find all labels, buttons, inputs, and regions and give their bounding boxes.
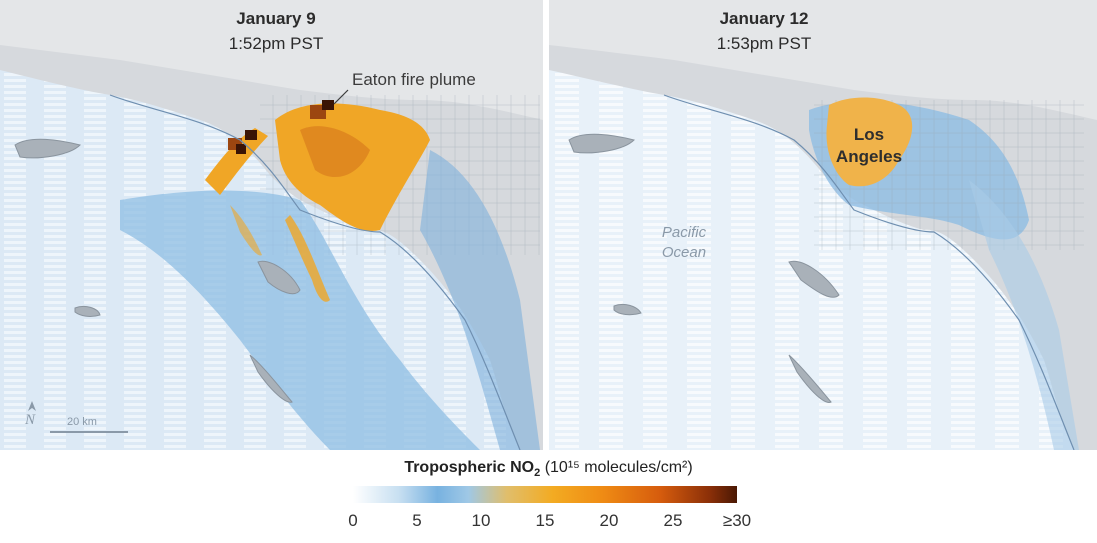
legend-tick: 15 (535, 511, 555, 530)
city-label-line1: Los (853, 125, 885, 144)
legend-title: Tropospheric NO2 (10¹⁵ molecules/cm²) (0, 459, 1097, 479)
legend-tick: 0 (348, 511, 358, 530)
legend-tick: ≥30 (722, 511, 752, 530)
map-panel-jan12: January 12 1:53pm PST Los Angeles Pacifi… (549, 0, 1097, 450)
fire-plume-annotation: Eaton fire plume (352, 70, 476, 89)
legend-tick: 5 (412, 511, 422, 530)
no2-map-jan12 (549, 0, 1097, 450)
legend-color-bar (353, 486, 737, 503)
scale-label: 20 km (67, 416, 97, 428)
time-label: 1:52pm PST (228, 34, 324, 53)
ocean-label-line2: Ocean (661, 244, 707, 261)
legend-tick: 20 (599, 511, 619, 530)
panel-divider (543, 0, 549, 450)
legend-tick: 25 (663, 511, 683, 530)
ocean-label-line1: Pacific (661, 224, 707, 241)
north-letter: N (25, 412, 36, 428)
map-panel-jan9: January 9 1:52pm PST Eaton fire plume N … (0, 0, 543, 450)
legend-title-main: Tropospheric NO (404, 459, 535, 476)
city-label-line2: Angeles (835, 147, 903, 166)
date-label: January 9 (236, 9, 316, 28)
legend-tick: 10 (471, 511, 491, 530)
no2-map-jan9 (0, 0, 543, 450)
scale-bar (50, 431, 128, 433)
time-label: 1:53pm PST (716, 34, 812, 53)
legend-title-subscript: 2 (534, 467, 541, 480)
north-arrow-icon: N (25, 399, 39, 433)
legend-title-units: (10¹⁵ molecules/cm²) (544, 459, 693, 476)
date-label: January 12 (719, 9, 809, 28)
